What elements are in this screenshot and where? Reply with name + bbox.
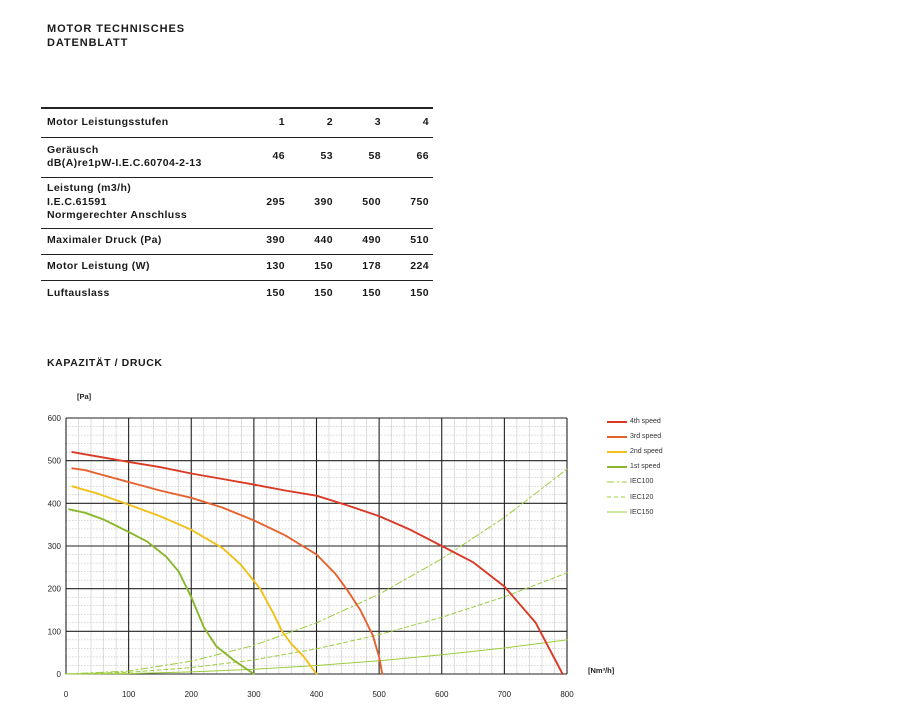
table-row: Geräusch dB(A)re1pW-I.E.C.60704-2-13 46 … bbox=[41, 137, 433, 177]
legend-item: IEC120 bbox=[607, 489, 663, 504]
row-label-line: Geräusch bbox=[47, 143, 99, 156]
x-tick-label: 400 bbox=[310, 690, 324, 699]
y-tick-label: 500 bbox=[48, 457, 62, 466]
legend-label: 2nd speed bbox=[630, 448, 663, 456]
series-line-4th-speed bbox=[71, 451, 564, 675]
row-label: Luftauslass bbox=[41, 280, 241, 306]
row-label-line: Luftauslass bbox=[47, 286, 110, 299]
x-tick-label: 0 bbox=[64, 690, 69, 699]
table-cell: 440 bbox=[314, 234, 333, 247]
table-cell: 750 bbox=[410, 195, 429, 208]
legend-label: IEC100 bbox=[630, 478, 654, 486]
legend-swatch bbox=[607, 496, 627, 498]
col-header: 1 bbox=[278, 116, 285, 128]
row-label: Maximaler Druck (Pa) bbox=[41, 228, 241, 254]
x-tick-label: 300 bbox=[247, 690, 261, 699]
table-row: Maximaler Druck (Pa) 390 440 490 510 bbox=[41, 228, 433, 254]
series-line-3rd-speed bbox=[71, 467, 384, 675]
row-label-line: Normgerechter Anschluss bbox=[47, 209, 188, 222]
col-header: 2 bbox=[326, 116, 333, 128]
table-cell: 58 bbox=[368, 150, 381, 163]
legend-item: 1st speed bbox=[607, 459, 663, 474]
header-label: Motor Leistungsstufen bbox=[47, 116, 169, 128]
legend-swatch bbox=[607, 465, 627, 468]
table-row: Leistung (m3/h) I.E.C.61591 Normgerechte… bbox=[41, 177, 433, 228]
table-cell: 150 bbox=[266, 286, 285, 299]
capacity-pressure-chart: 0 100 200 300 400 500 600 700 800 0 100 200 300 400 50… bbox=[48, 392, 615, 699]
legend-item: 2nd speed bbox=[607, 444, 663, 459]
spec-table: Motor Leistungsstufen 1 2 3 4 Geräusch d… bbox=[41, 107, 433, 306]
x-tick-label: 100 bbox=[122, 690, 136, 699]
legend-label: 3rd speed bbox=[630, 433, 662, 441]
row-label-line: I.E.C.61591 bbox=[47, 195, 107, 208]
series-line-1st-speed bbox=[68, 508, 255, 675]
legend-swatch bbox=[607, 435, 627, 438]
col-header: 4 bbox=[422, 116, 429, 128]
legend-label: IEC120 bbox=[630, 493, 654, 501]
table-row: Luftauslass 150 150 150 150 bbox=[41, 280, 433, 306]
table-cell: 224 bbox=[410, 260, 429, 273]
row-label: Geräusch dB(A)re1pW-I.E.C.60704-2-13 bbox=[41, 137, 241, 177]
table-cell: 390 bbox=[314, 195, 333, 208]
series-line-iec150 bbox=[65, 639, 568, 675]
y-tick-label: 300 bbox=[48, 542, 62, 551]
table-cell: 178 bbox=[362, 260, 381, 273]
y-tick-label: 100 bbox=[48, 627, 62, 636]
table-cell: 150 bbox=[410, 286, 429, 299]
x-tick-label: 500 bbox=[372, 690, 386, 699]
title-line-1: MOTOR TECHNISCHES bbox=[47, 23, 185, 35]
y-tick-label: 0 bbox=[57, 670, 62, 679]
x-tick-label: 800 bbox=[560, 690, 574, 699]
legend-item: 3rd speed bbox=[607, 429, 663, 444]
legend-label: 1st speed bbox=[630, 463, 661, 471]
legend-label: IEC150 bbox=[630, 508, 654, 516]
table-cell: 66 bbox=[416, 150, 429, 163]
row-label-line: Maximaler Druck (Pa) bbox=[47, 234, 162, 247]
title-line-2: DATENBLATT bbox=[47, 37, 129, 49]
legend-swatch bbox=[607, 511, 627, 513]
y-tick-label: 200 bbox=[48, 585, 62, 594]
table-cell: 390 bbox=[266, 234, 285, 247]
series-line-iec120 bbox=[65, 572, 568, 675]
table-cell: 53 bbox=[320, 150, 333, 163]
legend-item: IEC100 bbox=[607, 474, 663, 489]
legend-swatch bbox=[607, 481, 627, 483]
table-cell: 490 bbox=[362, 234, 381, 247]
table-cell: 150 bbox=[362, 286, 381, 299]
chart-legend: 4th speed 3rd speed 2nd speed 1st speed IEC1… bbox=[607, 414, 663, 520]
row-label: Leistung (m3/h) I.E.C.61591 Normgerechte… bbox=[41, 177, 241, 228]
y-axis-label: [Pa] bbox=[77, 392, 92, 401]
row-label-line: Motor Leistung (W) bbox=[47, 260, 150, 273]
table-header-row: Motor Leistungsstufen 1 2 3 4 bbox=[41, 108, 433, 137]
table-cell: 150 bbox=[314, 260, 333, 273]
table-row: Motor Leistung (W) 130 150 178 224 bbox=[41, 254, 433, 280]
row-label-line: Leistung (m3/h) bbox=[47, 182, 132, 195]
table-cell: 150 bbox=[314, 286, 333, 299]
table-cell: 130 bbox=[266, 260, 285, 273]
row-label-line: dB(A)re1pW-I.E.C.60704-2-13 bbox=[47, 157, 202, 169]
table-cell: 510 bbox=[410, 234, 429, 247]
table-cell: 500 bbox=[362, 195, 381, 208]
chart-section-title: KAPAZITÄT / DRUCK bbox=[47, 357, 163, 369]
legend-label: 4th speed bbox=[630, 418, 661, 426]
legend-item: IEC150 bbox=[607, 505, 663, 520]
table-cell: 295 bbox=[266, 195, 285, 208]
y-tick-label: 400 bbox=[48, 499, 62, 508]
series-line-2nd-speed bbox=[71, 485, 318, 675]
y-tick-label: 600 bbox=[48, 414, 62, 423]
x-tick-label: 600 bbox=[435, 690, 449, 699]
table-cell: 46 bbox=[272, 150, 285, 163]
legend-swatch bbox=[607, 420, 627, 423]
row-label: Motor Leistung (W) bbox=[41, 254, 241, 280]
x-tick-label: 700 bbox=[498, 690, 512, 699]
series-line-iec100 bbox=[65, 468, 568, 675]
x-tick-label: 200 bbox=[185, 690, 199, 699]
page-title: MOTOR TECHNISCHES DATENBLATT bbox=[47, 22, 185, 50]
x-axis-label: [Nm³/h] bbox=[588, 666, 615, 675]
col-header: 3 bbox=[374, 116, 381, 128]
legend-item: 4th speed bbox=[607, 414, 663, 429]
legend-swatch bbox=[607, 450, 627, 453]
